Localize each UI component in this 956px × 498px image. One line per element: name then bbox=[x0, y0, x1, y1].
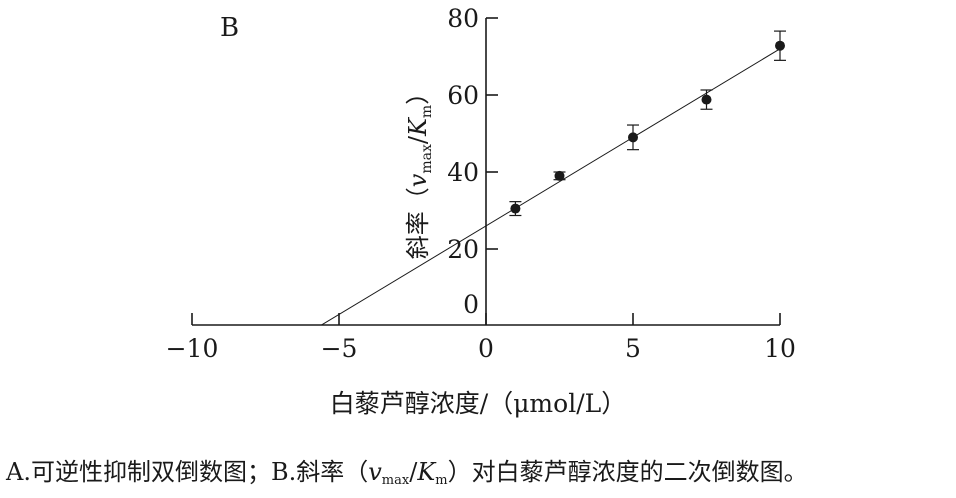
y-tick-label: 80 bbox=[447, 4, 479, 33]
caption-v-sub: max bbox=[381, 473, 410, 488]
x-tick-label: −5 bbox=[321, 334, 358, 363]
x-axis-label: 白藜芦醇浓度/（μmol/L） bbox=[330, 389, 626, 418]
figure-caption: A.可逆性抑制双倒数图；B.斜率（vmax/Km）对白藜芦醇浓度的二次倒数图。 bbox=[6, 452, 808, 488]
y-label-k: K bbox=[404, 116, 432, 137]
y-label-suffix: ） bbox=[404, 81, 432, 105]
y-label-v-sub: max bbox=[419, 144, 435, 174]
x-tick-label: 0 bbox=[478, 334, 494, 363]
y-label-k-sub: m bbox=[419, 105, 435, 118]
caption-k-sub: m bbox=[435, 473, 448, 488]
data-point bbox=[554, 170, 565, 181]
caption-slash: / bbox=[409, 458, 418, 486]
y-tick-label: 60 bbox=[447, 81, 479, 110]
y-tick-label: 0 bbox=[463, 290, 479, 319]
data-points bbox=[510, 40, 785, 214]
x-tick-label: −10 bbox=[166, 334, 219, 363]
fit-line bbox=[321, 48, 781, 326]
y-tick-label: 40 bbox=[447, 158, 479, 187]
fit-line-group bbox=[321, 48, 781, 326]
data-point bbox=[701, 94, 712, 105]
data-point bbox=[628, 132, 638, 143]
y-label-prefix: 斜率（ bbox=[404, 187, 432, 259]
error-bars bbox=[509, 30, 786, 217]
data-point bbox=[510, 203, 521, 214]
caption-part1: A.可逆性抑制双倒数图；B.斜率（ bbox=[6, 458, 369, 486]
x-tick-label: 5 bbox=[625, 334, 641, 363]
caption-part2: ）对白藜芦醇浓度的二次倒数图。 bbox=[447, 458, 808, 486]
caption-k: K bbox=[417, 458, 436, 486]
y-label-slash: / bbox=[404, 135, 432, 144]
panel-label: B bbox=[220, 13, 239, 43]
data-point bbox=[775, 40, 785, 51]
caption-v: v bbox=[368, 458, 382, 486]
y-axis-label: 斜率（vmax/Km） bbox=[404, 81, 435, 259]
x-tick-label: 10 bbox=[764, 334, 796, 363]
y-label-v: v bbox=[404, 173, 432, 187]
